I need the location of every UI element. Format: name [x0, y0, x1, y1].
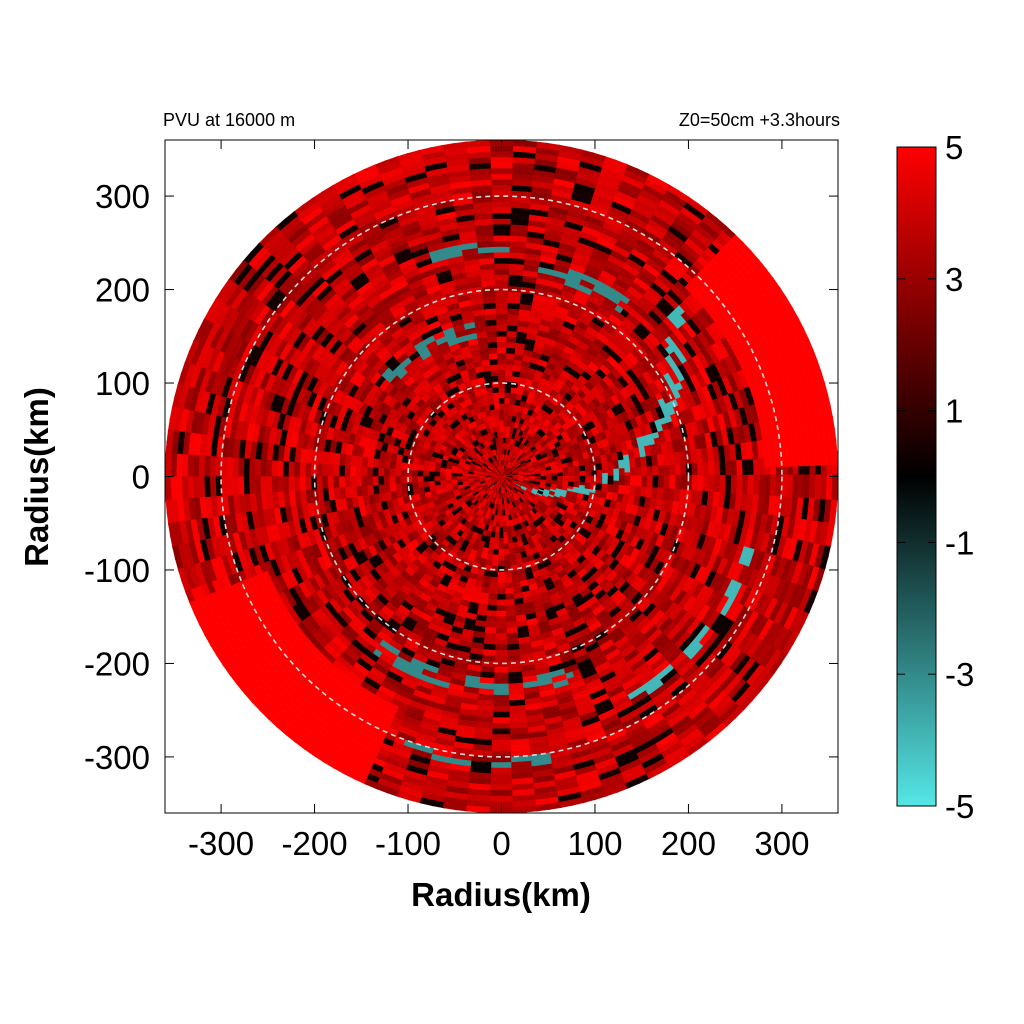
- heatmap-cell: [641, 475, 648, 482]
- heatmap-cell: [579, 475, 586, 480]
- heatmap-cell: [607, 475, 614, 481]
- heatmap-cell: [562, 475, 570, 480]
- heatmap-field: [165, 140, 838, 813]
- heatmap-cell: [635, 475, 642, 482]
- heatmap-cell: [523, 476, 530, 478]
- heatmap-cell: [546, 475, 553, 479]
- heatmap-cell: [512, 476, 519, 478]
- heatmap-cell: [602, 475, 609, 481]
- heatmap-cell: [647, 475, 654, 482]
- heatmap-cell: [630, 475, 637, 482]
- heatmap-cell: [590, 475, 598, 481]
- heatmap-cell: [529, 476, 536, 478]
- chart-title-right: Z0=50cm +3.3hours: [679, 110, 840, 130]
- heatmap-cell: [585, 475, 592, 480]
- plot-area: [165, 140, 838, 813]
- heatmap-cell: [568, 475, 575, 480]
- heatmap-cell: [624, 475, 631, 482]
- heatmap-cell: [596, 475, 603, 481]
- heatmap-cell: [613, 475, 620, 481]
- heatmap-cell: [551, 475, 558, 479]
- chart-title-left: PVU at 16000 m: [163, 110, 295, 130]
- heatmap-cell: [534, 476, 541, 479]
- heatmap-cell: [557, 475, 564, 479]
- heatmap-cell: [540, 476, 547, 479]
- heatmap-cell: [574, 475, 581, 480]
- heatmap-cell: [518, 476, 525, 478]
- heatmap-cell: [618, 475, 626, 482]
